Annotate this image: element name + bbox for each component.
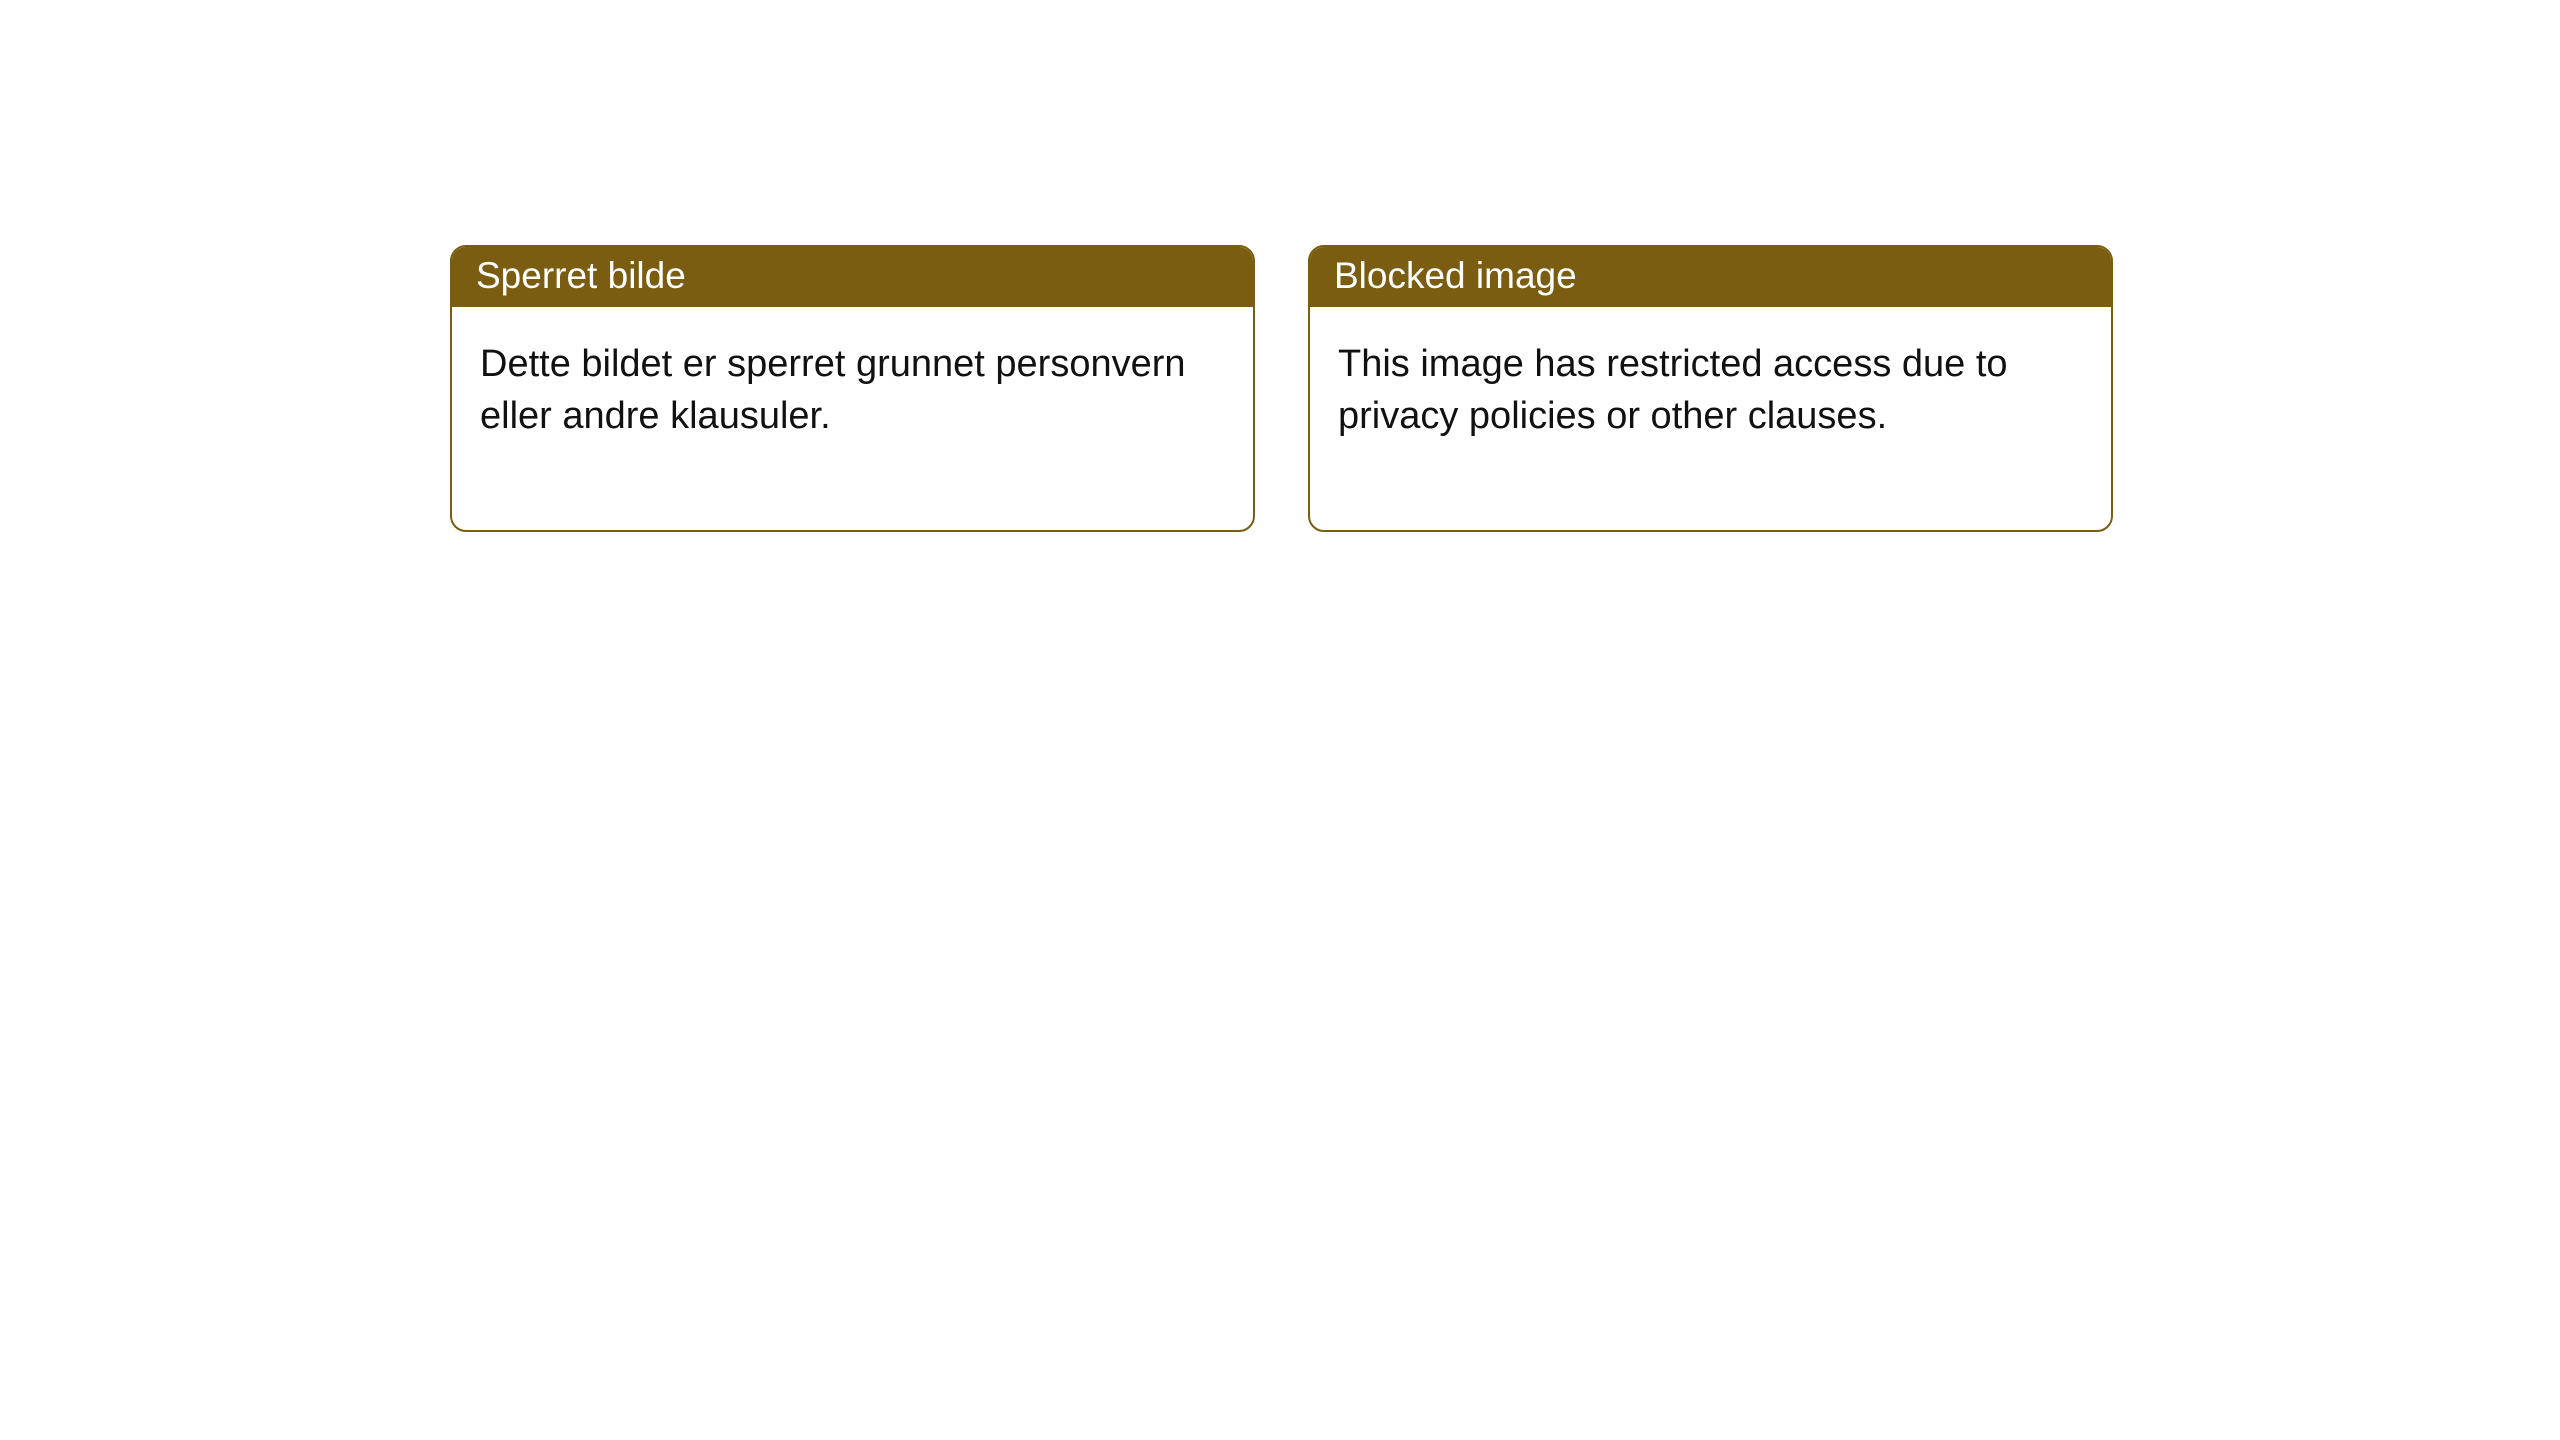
card-english: Blocked image This image has restricted … bbox=[1308, 245, 2113, 532]
card-header: Blocked image bbox=[1310, 247, 2111, 307]
blocked-image-cards: Sperret bilde Dette bildet er sperret gr… bbox=[450, 245, 2113, 532]
card-body: This image has restricted access due to … bbox=[1310, 307, 2111, 530]
card-body-text: This image has restricted access due to … bbox=[1338, 343, 2008, 436]
card-title: Blocked image bbox=[1334, 255, 1577, 296]
card-body-text: Dette bildet er sperret grunnet personve… bbox=[480, 343, 1186, 436]
card-body: Dette bildet er sperret grunnet personve… bbox=[452, 307, 1253, 530]
card-title: Sperret bilde bbox=[476, 255, 686, 296]
card-norwegian: Sperret bilde Dette bildet er sperret gr… bbox=[450, 245, 1255, 532]
card-header: Sperret bilde bbox=[452, 247, 1253, 307]
